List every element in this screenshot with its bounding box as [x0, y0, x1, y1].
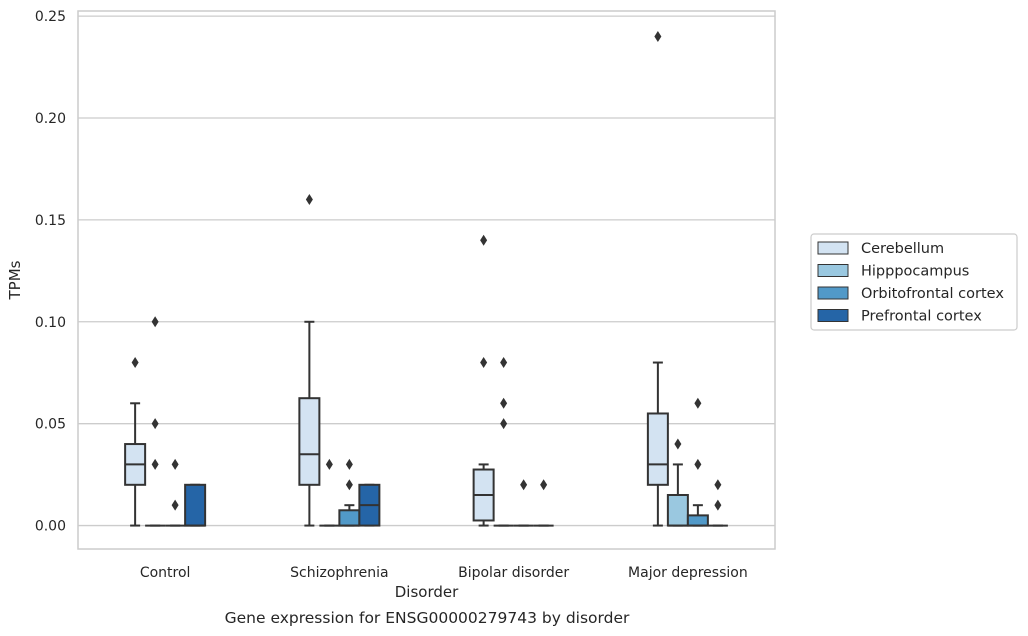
- y-tick-labels: 0.00 0.05 0.10 0.15 0.20 0.25: [35, 9, 66, 534]
- box-body: [184, 483, 207, 527]
- legend-label: Orbitofrontal cortex: [861, 286, 1004, 302]
- box-body: [666, 493, 689, 527]
- grid-lines: [78, 15, 775, 527]
- box: [493, 357, 514, 527]
- legend-swatch: [817, 241, 849, 255]
- x-tick-label: Bipolar disorder: [458, 565, 569, 581]
- box-body: [686, 514, 709, 527]
- box: [358, 483, 381, 527]
- outlier-point: [500, 357, 508, 369]
- series-cerebellum: [124, 30, 669, 527]
- box: [513, 479, 534, 527]
- legend: Cerebellum Hipppocampus Orbitofrontal cort…: [810, 233, 1018, 331]
- box: [533, 479, 554, 527]
- box: [686, 397, 709, 527]
- outlier-point: [325, 458, 333, 470]
- box: [707, 479, 728, 527]
- box: [298, 194, 321, 527]
- y-tick-label: 0.05: [35, 417, 66, 433]
- outlier-point: [714, 479, 722, 491]
- box-body: [338, 509, 361, 527]
- outlier-point: [345, 479, 353, 491]
- legend-frame: [810, 233, 1018, 331]
- y-tick-label: 0.20: [35, 111, 66, 127]
- series-hipppocampus: [145, 316, 689, 527]
- series-orbitofrontal-cortex: [165, 397, 709, 527]
- outlier-point: [540, 479, 548, 491]
- x-tick-label: Control: [140, 565, 191, 581]
- box: [165, 458, 186, 527]
- y-tick-label: 0.10: [35, 315, 66, 331]
- outlier-point: [151, 418, 159, 430]
- legend-swatch: [817, 286, 849, 300]
- x-tick-labels: Control Schizophrenia Bipolar disorder Majo…: [140, 565, 748, 581]
- y-axis-label: TPMs: [6, 260, 24, 300]
- outlier-point: [305, 194, 313, 206]
- outlier-point: [480, 234, 488, 246]
- plot-area-frame: [77, 10, 776, 550]
- outlier-point: [171, 458, 179, 470]
- outlier-point: [151, 316, 159, 328]
- y-tick-label: 0.00: [35, 519, 66, 535]
- y-tick-label: 0.25: [35, 9, 66, 25]
- outlier-point: [345, 458, 353, 470]
- legend-label: Hipppocampus: [861, 264, 969, 280]
- outlier-point: [654, 30, 662, 42]
- legend-item: Orbitofrontal cortex: [817, 286, 1004, 302]
- legend-label: Cerebellum: [861, 241, 944, 257]
- outlier-point: [500, 418, 508, 430]
- box-body: [646, 412, 669, 486]
- outlier-point: [694, 397, 702, 409]
- legend-swatch: [817, 309, 849, 322]
- box: [338, 458, 361, 527]
- outlier-point: [674, 438, 682, 450]
- outlier-point: [500, 397, 508, 409]
- box-body: [298, 397, 321, 486]
- x-axis-label: Disorder: [395, 583, 459, 601]
- box: [145, 316, 166, 527]
- outlier-point: [694, 458, 702, 470]
- box-series: [124, 30, 728, 527]
- outlier-point: [151, 458, 159, 470]
- x-tick-label: Schizophrenia: [290, 565, 388, 581]
- box: [319, 458, 340, 527]
- outlier-point: [714, 499, 722, 511]
- outlier-point: [131, 357, 139, 369]
- outlier-point: [520, 479, 528, 491]
- y-tick-label: 0.15: [35, 213, 66, 229]
- legend-item: Hipppocampus: [817, 264, 969, 280]
- series-prefrontal-cortex: [184, 479, 728, 527]
- outlier-point: [171, 499, 179, 511]
- chart-caption: Gene expression for ENSG00000279743 by d…: [225, 609, 630, 627]
- x-tick-label: Major depression: [628, 565, 748, 581]
- box: [646, 30, 669, 527]
- legend-label: Prefrontal cortex: [861, 309, 982, 325]
- box: [472, 234, 495, 527]
- box: [184, 483, 207, 527]
- legend-swatch: [817, 264, 849, 277]
- box: [666, 438, 689, 527]
- legend-item: Prefrontal cortex: [817, 309, 982, 325]
- outlier-point: [480, 357, 488, 369]
- box: [124, 357, 147, 527]
- legend-item: Cerebellum: [817, 241, 944, 257]
